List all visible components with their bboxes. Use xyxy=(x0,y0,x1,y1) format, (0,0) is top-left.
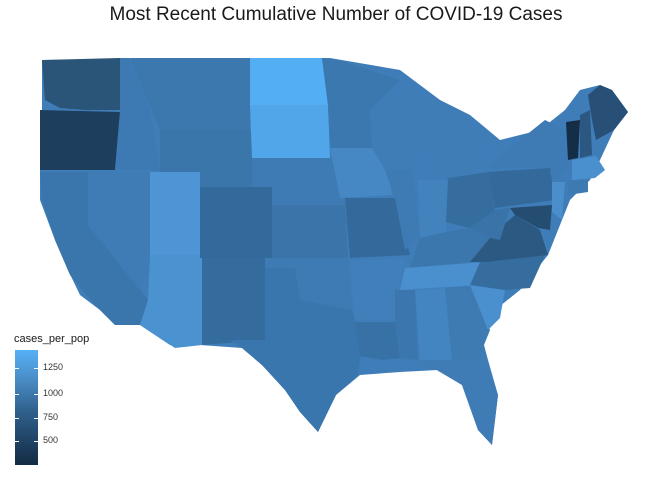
legend-title: cases_per_pop xyxy=(14,333,90,345)
state-maryland xyxy=(510,205,552,230)
state-mississippi xyxy=(395,290,418,360)
state-oklahoma xyxy=(265,258,352,310)
state-idaho xyxy=(115,58,160,170)
state-wisconsin xyxy=(370,100,420,170)
state-new-jersey xyxy=(552,182,565,220)
state-vermont xyxy=(566,120,580,160)
state-washington xyxy=(42,58,120,110)
state-kansas xyxy=(272,205,348,258)
state-massachusetts xyxy=(572,156,605,180)
state-alabama xyxy=(415,288,452,360)
state-montana xyxy=(130,58,250,130)
state-missouri xyxy=(345,198,410,258)
legend-tick-mark xyxy=(15,441,38,442)
legend-color-bar xyxy=(15,350,38,465)
state-utah xyxy=(150,172,200,255)
legend-tick-label: 500 xyxy=(43,435,59,445)
state-ohio xyxy=(446,172,495,228)
state-iowa xyxy=(330,148,392,198)
legend-tick-mark xyxy=(15,418,38,419)
legend-tick-mark xyxy=(15,394,38,395)
state-west-virginia xyxy=(470,208,510,240)
state-north-dakota xyxy=(250,58,328,105)
state-maine xyxy=(588,85,628,140)
state-michigan xyxy=(405,92,475,178)
legend-tick-mark xyxy=(15,368,38,369)
state-new-york xyxy=(488,120,572,180)
legend-tick-label: 1000 xyxy=(43,388,64,398)
state-new-mexico xyxy=(202,258,265,345)
state-colorado xyxy=(200,187,272,258)
state-louisiana xyxy=(355,322,400,360)
state-minnesota xyxy=(322,58,400,148)
legend-tick-label: 1250 xyxy=(43,362,64,372)
state-california xyxy=(40,172,148,325)
state-pennsylvania xyxy=(488,168,555,208)
state-connecticut xyxy=(568,180,588,195)
state-nevada xyxy=(88,172,150,290)
state-tennessee xyxy=(400,262,485,290)
state-indiana xyxy=(418,180,448,238)
state-arizona xyxy=(140,255,202,348)
legend-tick-label: 750 xyxy=(43,412,59,422)
map-title: Most Recent Cumulative Number of COVID-1… xyxy=(109,4,563,25)
state-arkansas xyxy=(350,260,405,320)
state-texas xyxy=(230,268,362,432)
state-virginia xyxy=(470,215,548,262)
state-south-dakota xyxy=(250,105,330,158)
state-florida xyxy=(420,360,498,445)
state-south-carolina xyxy=(470,285,505,330)
state-new-hampshire xyxy=(580,110,592,158)
state-nebraska xyxy=(252,158,348,205)
state-illinois xyxy=(385,170,420,250)
state-kentucky xyxy=(410,228,490,268)
state-oregon xyxy=(40,110,120,170)
state-north-carolina xyxy=(470,255,545,290)
